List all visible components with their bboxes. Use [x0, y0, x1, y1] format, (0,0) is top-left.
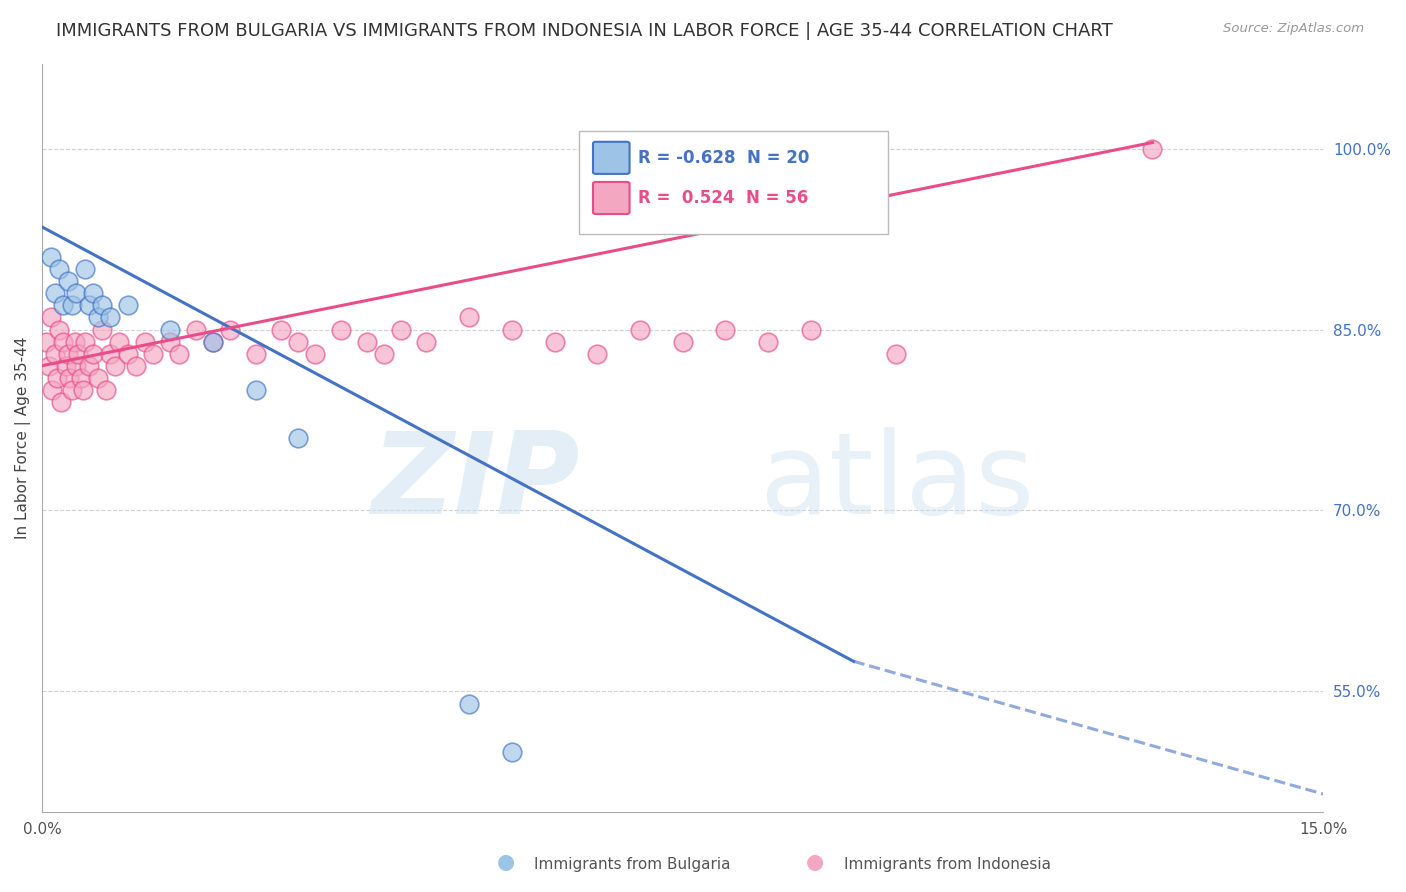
Point	[65, 359, 87, 373]
Point	[501, 745, 523, 759]
Point	[86, 371, 108, 385]
Point	[501, 322, 523, 336]
Point	[52, 298, 75, 312]
Point	[77, 298, 100, 312]
Point	[55, 359, 77, 373]
Point	[69, 371, 91, 385]
Point	[586, 346, 609, 360]
Point	[104, 359, 127, 373]
Text: Source: ZipAtlas.com: Source: ZipAtlas.com	[1223, 22, 1364, 36]
Text: Immigrants from Indonesia: Immigrants from Indonesia	[844, 857, 1050, 872]
Point	[44, 286, 66, 301]
Point	[90, 298, 112, 312]
Point	[39, 310, 62, 325]
Y-axis label: In Labor Force | Age 35-44: In Labor Force | Age 35-44	[15, 337, 31, 540]
Point	[63, 334, 86, 349]
Point	[125, 359, 148, 373]
Point	[167, 346, 190, 360]
Point	[330, 322, 353, 336]
Point	[543, 334, 565, 349]
Point	[884, 346, 907, 360]
Point	[1142, 142, 1164, 156]
Point	[415, 334, 437, 349]
Point	[73, 334, 96, 349]
Point	[49, 395, 72, 409]
Text: Immigrants from Bulgaria: Immigrants from Bulgaria	[534, 857, 731, 872]
Point	[159, 334, 181, 349]
Point	[35, 334, 58, 349]
Point	[56, 346, 79, 360]
Point	[46, 371, 69, 385]
Point	[82, 346, 104, 360]
Point	[270, 322, 292, 336]
Point	[800, 322, 823, 336]
Point	[219, 322, 242, 336]
Point	[287, 334, 309, 349]
Point	[58, 371, 80, 385]
Point	[159, 322, 181, 336]
Point	[304, 346, 326, 360]
Point	[117, 298, 139, 312]
Point	[77, 359, 100, 373]
Point	[756, 334, 779, 349]
Point	[100, 346, 122, 360]
Point	[56, 274, 79, 288]
Point	[142, 346, 165, 360]
Point	[245, 383, 267, 397]
Point	[82, 286, 104, 301]
Point	[245, 346, 267, 360]
Point	[356, 334, 378, 349]
Text: ●: ●	[498, 853, 515, 872]
Text: R = -0.628  N = 20: R = -0.628 N = 20	[638, 149, 810, 167]
Point	[60, 298, 83, 312]
Point	[66, 346, 89, 360]
Point	[72, 383, 94, 397]
Text: R =  0.524  N = 56: R = 0.524 N = 56	[638, 189, 808, 207]
Text: IMMIGRANTS FROM BULGARIA VS IMMIGRANTS FROM INDONESIA IN LABOR FORCE | AGE 35-44: IMMIGRANTS FROM BULGARIA VS IMMIGRANTS F…	[56, 22, 1114, 40]
Point	[44, 346, 66, 360]
Point	[117, 346, 139, 360]
Point	[201, 334, 224, 349]
Point	[287, 431, 309, 445]
Point	[628, 322, 651, 336]
Point	[48, 262, 70, 277]
Point	[714, 322, 737, 336]
Point	[60, 383, 83, 397]
Point	[100, 310, 122, 325]
Point	[96, 383, 118, 397]
Text: ●: ●	[807, 853, 824, 872]
Point	[134, 334, 156, 349]
Point	[108, 334, 131, 349]
Point	[39, 250, 62, 264]
Point	[373, 346, 395, 360]
Point	[90, 322, 112, 336]
Text: atlas: atlas	[759, 427, 1035, 539]
Point	[41, 383, 63, 397]
Point	[38, 359, 60, 373]
Point	[65, 286, 87, 301]
Point	[458, 310, 481, 325]
Point	[73, 262, 96, 277]
Point	[48, 322, 70, 336]
Point	[52, 334, 75, 349]
Text: ZIP: ZIP	[371, 427, 581, 539]
Point	[201, 334, 224, 349]
Point	[672, 334, 695, 349]
Point	[86, 310, 108, 325]
Point	[458, 697, 481, 711]
Point	[184, 322, 207, 336]
Point	[389, 322, 412, 336]
